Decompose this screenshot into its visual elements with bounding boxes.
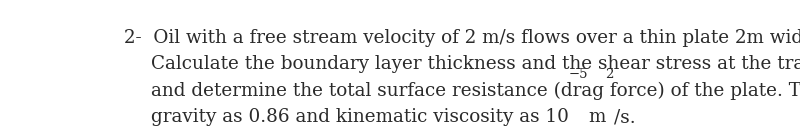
Text: gravity as 0.86 and kinematic viscosity as 10: gravity as 0.86 and kinematic viscosity …	[151, 108, 569, 126]
Text: 2: 2	[606, 68, 614, 81]
Text: m: m	[588, 108, 606, 126]
Text: −5: −5	[569, 68, 588, 81]
Text: /s.: /s.	[614, 108, 635, 126]
Text: 2-  Oil with a free stream velocity of 2 m/s flows over a thin plate 2m wide and: 2- Oil with a free stream velocity of 2 …	[123, 29, 800, 47]
Text: Calculate the boundary layer thickness and the shear stress at the trailing end : Calculate the boundary layer thickness a…	[151, 55, 800, 73]
Text: and determine the total surface resistance (drag force) of the plate. Take speci: and determine the total surface resistan…	[151, 82, 800, 100]
